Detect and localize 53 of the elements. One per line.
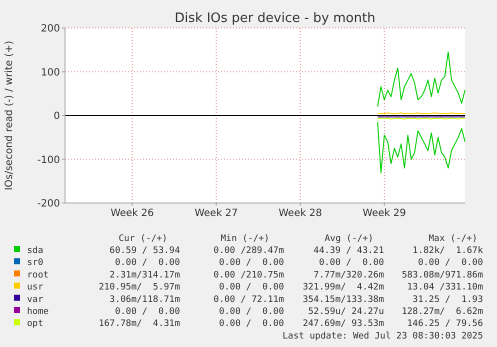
text: 0.00 / 0.00	[418, 258, 483, 268]
text: Cur (-/+)	[118, 234, 168, 244]
text: 0.00 /289.47m	[214, 246, 284, 256]
y-tick-label: 100	[40, 67, 60, 78]
text: 0.00 / 72.11m	[214, 294, 284, 305]
text: 247.69m/ 93.53m	[302, 319, 384, 330]
text: 1.82k/ 1.67k	[412, 246, 484, 256]
text: 167.78m/ 4.31m	[98, 319, 180, 330]
text: 321.99m/ 4.42m	[302, 282, 384, 293]
legend-label: sr0	[27, 258, 44, 268]
text: 0.00 / 0.00	[218, 319, 284, 330]
x-tick-label: Week 29	[362, 208, 406, 219]
text: 354.15m/133.38m	[302, 294, 384, 305]
text: 2.31m/314.17m	[110, 270, 180, 280]
y-axis-title: IOs/second read (-) / write (+)	[4, 40, 15, 190]
text: 0.00 / 0.00	[218, 258, 284, 268]
text: Last update: Wed Jul 23 08:30:03 2025	[282, 331, 483, 342]
text: Max (-/+)	[428, 234, 478, 244]
text: Avg (-/+)	[324, 234, 374, 244]
text: 210.95m/ 5.97m	[98, 282, 180, 293]
legend-label: opt	[27, 319, 44, 330]
text: 0.00 / 0.00	[218, 307, 284, 317]
y-tick-label: 0	[54, 111, 60, 122]
text: 52.59u/ 24.27u	[308, 307, 384, 317]
text: 0.00 / 0.00	[318, 258, 384, 268]
text: 44.39 / 43.21	[314, 246, 384, 256]
text: 13.04 /331.10m	[407, 282, 483, 293]
legend-label: root	[27, 270, 49, 280]
text: 0.00 / 0.00	[114, 258, 180, 268]
x-tick-label: Week 27	[194, 208, 238, 219]
x-tick-label: Week 26	[110, 208, 154, 219]
legend-label: usr	[27, 282, 44, 293]
text: 31.25 / 1.93	[412, 294, 483, 305]
text: 146.25 / 79.56	[407, 319, 483, 330]
text: 60.59 / 53.94	[110, 246, 180, 256]
text: 583.08m/971.86m	[402, 270, 483, 280]
text: 0.00 / 0.00	[218, 282, 284, 293]
y-tick-label: -200	[37, 198, 60, 210]
x-tick-label: Week 28	[278, 208, 322, 219]
text: 0.00 / 0.00	[114, 307, 180, 317]
legend-label: sda	[27, 246, 44, 256]
chart-title: Disk IOs per device - by month	[174, 11, 376, 26]
text: 3.06m/118.71m	[110, 294, 180, 305]
text: 0.00 /210.75m	[214, 270, 284, 280]
text: 7.77m/320.26m	[314, 270, 384, 280]
legend-label: home	[27, 307, 49, 317]
y-tick-label: 200	[40, 24, 60, 34]
text: Min (-/+)	[220, 234, 270, 244]
legend-label: var	[27, 294, 44, 305]
line-series	[377, 52, 466, 108]
line-series	[377, 122, 466, 174]
y-tick-label: -100	[37, 154, 60, 166]
text: 128.27m/ 6.62m	[402, 307, 483, 317]
